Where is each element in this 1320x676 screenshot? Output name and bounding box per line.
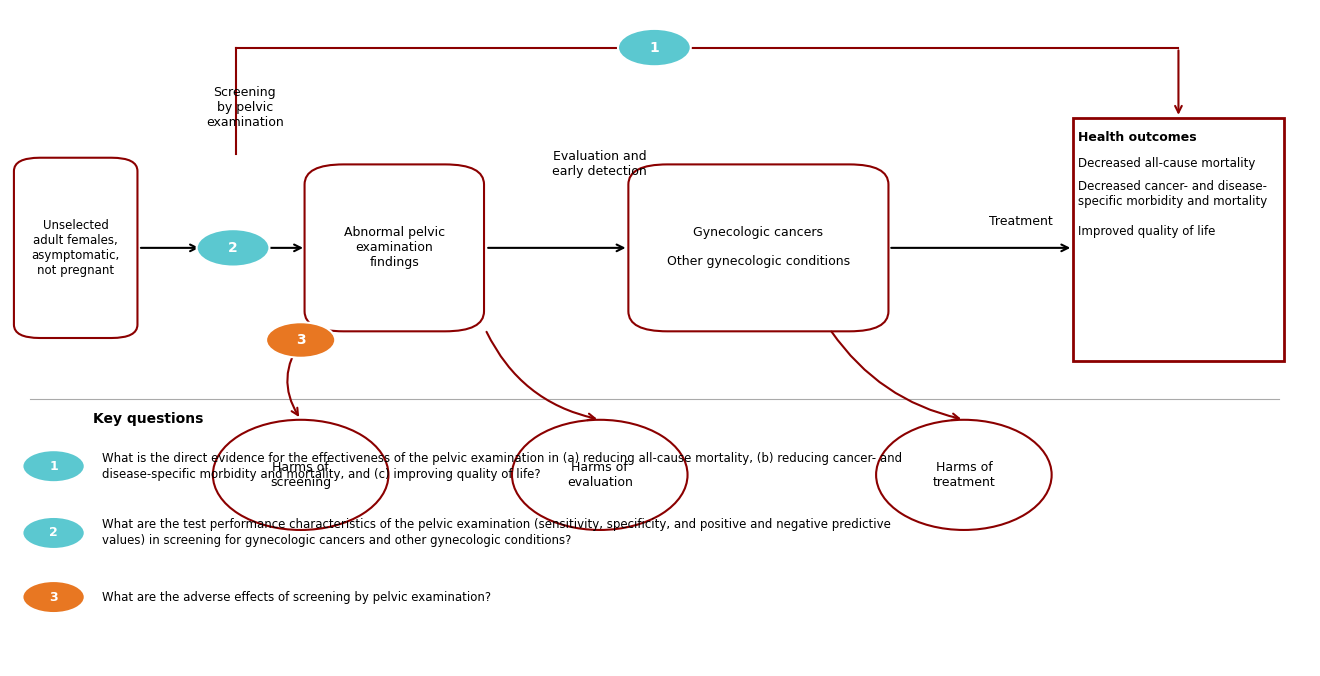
- Text: What is the direct evidence for the effectiveness of the pelvic examination in (: What is the direct evidence for the effe…: [102, 452, 902, 464]
- Circle shape: [618, 29, 690, 66]
- FancyBboxPatch shape: [15, 158, 137, 338]
- Circle shape: [197, 229, 269, 266]
- Text: Harms of
screening: Harms of screening: [271, 461, 331, 489]
- Ellipse shape: [512, 420, 688, 530]
- Text: Health outcomes: Health outcomes: [1078, 131, 1197, 144]
- Text: Decreased cancer- and disease-
specific morbidity and mortality: Decreased cancer- and disease- specific …: [1078, 180, 1267, 208]
- Text: 3: 3: [296, 333, 305, 347]
- Text: What are the test performance characteristics of the pelvic examination (sensiti: What are the test performance characteri…: [102, 518, 891, 531]
- Text: Evaluation and
early detection: Evaluation and early detection: [552, 150, 647, 178]
- Text: Key questions: Key questions: [92, 412, 203, 427]
- Text: What are the adverse effects of screening by pelvic examination?: What are the adverse effects of screenin…: [102, 591, 491, 604]
- Text: Screening
by pelvic
examination: Screening by pelvic examination: [206, 86, 284, 129]
- Text: Improved quality of life: Improved quality of life: [1078, 224, 1216, 238]
- Text: Harms of
treatment: Harms of treatment: [932, 461, 995, 489]
- FancyBboxPatch shape: [1073, 118, 1284, 362]
- Ellipse shape: [876, 420, 1052, 530]
- Circle shape: [22, 581, 84, 613]
- Ellipse shape: [213, 420, 388, 530]
- Text: 2: 2: [49, 527, 58, 539]
- Text: 1: 1: [649, 41, 659, 55]
- Text: 1: 1: [49, 460, 58, 473]
- FancyBboxPatch shape: [305, 164, 484, 331]
- Text: Treatment: Treatment: [989, 215, 1053, 228]
- Text: 3: 3: [49, 591, 58, 604]
- Text: values) in screening for gynecologic cancers and other gynecologic conditions?: values) in screening for gynecologic can…: [102, 534, 572, 547]
- Text: disease-specific morbidity and mortality, and (c) improving quality of life?: disease-specific morbidity and mortality…: [102, 468, 540, 481]
- Text: Gynecologic cancers: Gynecologic cancers: [693, 226, 824, 239]
- Text: 2: 2: [228, 241, 238, 255]
- Circle shape: [22, 517, 84, 549]
- FancyBboxPatch shape: [628, 164, 888, 331]
- Circle shape: [267, 322, 335, 358]
- Text: Unselected
adult females,
asymptomatic,
not pregnant: Unselected adult females, asymptomatic, …: [32, 219, 120, 277]
- Text: Decreased all-cause mortality: Decreased all-cause mortality: [1078, 157, 1255, 170]
- Text: Abnormal pelvic
examination
findings: Abnormal pelvic examination findings: [343, 226, 445, 269]
- Text: Harms of
evaluation: Harms of evaluation: [566, 461, 632, 489]
- Text: Other gynecologic conditions: Other gynecologic conditions: [667, 255, 850, 268]
- Circle shape: [22, 450, 84, 482]
